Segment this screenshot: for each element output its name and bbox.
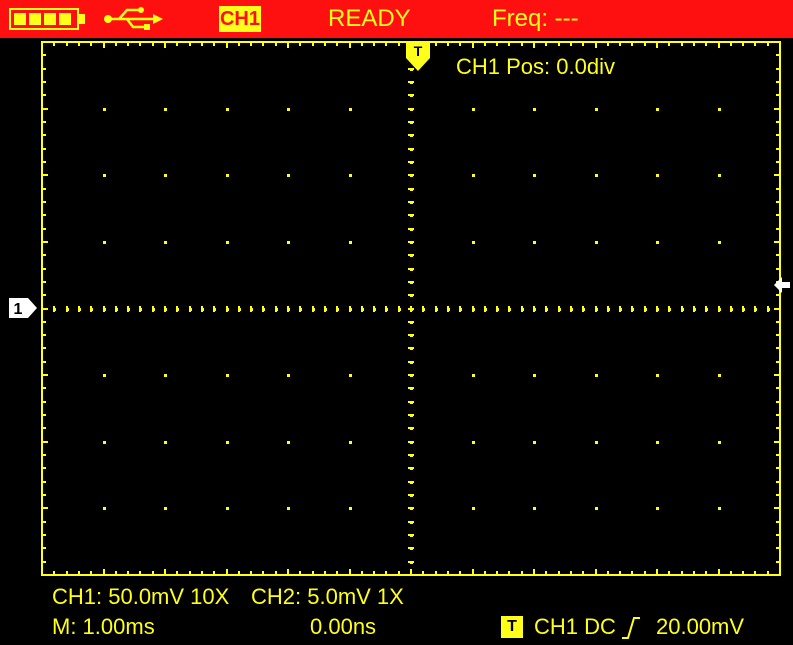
trigger-position-marker[interactable]: T (405, 40, 431, 72)
horizontal-delay: 0.00ns (310, 614, 377, 639)
trigger-level-readout: 20.00mV (656, 614, 745, 639)
rising-edge-icon (622, 617, 640, 639)
top-status-bar: CH1 READY Freq: --- (0, 0, 793, 38)
svg-text:T: T (414, 43, 423, 59)
svg-text:1: 1 (14, 301, 23, 318)
usb-icon (104, 7, 163, 30)
channel-1-marker[interactable]: 1 (8, 296, 38, 320)
channel-position-label: CH1 Pos: 0.0div (456, 54, 615, 79)
timebase-readout: M: 1.00ms (52, 614, 155, 639)
battery-icon (9, 8, 85, 30)
ch2-scale: CH2: 5.0mV 1X (251, 584, 404, 609)
trigger-source: CH1 DC (534, 614, 616, 639)
graticule (41, 41, 781, 576)
ch1-scale: CH1: 50.0mV 10X (52, 584, 230, 609)
acquisition-status: READY (328, 5, 411, 32)
bottom-status-bar (0, 579, 793, 645)
waveform-display[interactable] (0, 38, 793, 579)
frequency-readout: Freq: --- (492, 5, 579, 32)
trigger-level-marker[interactable] (773, 275, 791, 295)
trigger-badge: T (501, 616, 523, 638)
channel-badge[interactable]: CH1 (219, 6, 261, 32)
